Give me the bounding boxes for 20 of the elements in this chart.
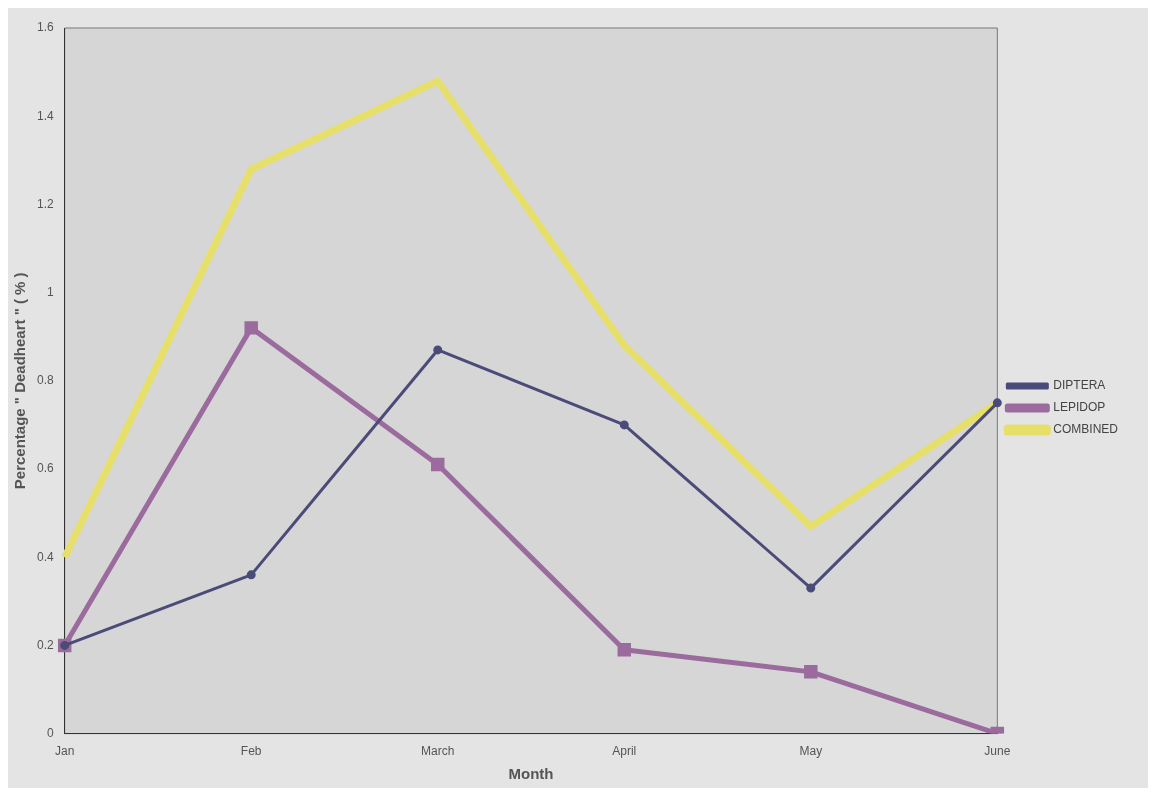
legend-label: COMBINED	[1053, 422, 1119, 437]
y-axis-title: Percentage " Deadheart " ( % )	[11, 272, 29, 490]
x-tick-label: June	[984, 744, 1011, 759]
y-tick-label: 0.4	[36, 549, 54, 564]
legend-label: LEPIDOP	[1053, 400, 1106, 415]
y-tick-label: 0.6	[36, 461, 54, 476]
y-tick-label: 1.4	[36, 108, 54, 123]
x-axis-title: Month	[508, 765, 554, 783]
y-tick-label: 1	[46, 284, 54, 299]
legend-label: DIPTERA	[1053, 378, 1106, 393]
x-tick-label: Jan	[55, 744, 75, 759]
x-tick-label: April	[612, 744, 637, 759]
y-tick-label: 1.6	[36, 20, 54, 35]
x-tick-label: March	[421, 744, 455, 759]
y-tick-label: 0	[46, 725, 54, 740]
y-tick-label: 0.8	[36, 373, 54, 388]
x-tick-label: Feb	[240, 744, 262, 759]
y-tick-label: 0.2	[36, 637, 54, 652]
y-tick-label: 1.2	[36, 196, 54, 211]
x-tick-label: May	[799, 744, 823, 759]
